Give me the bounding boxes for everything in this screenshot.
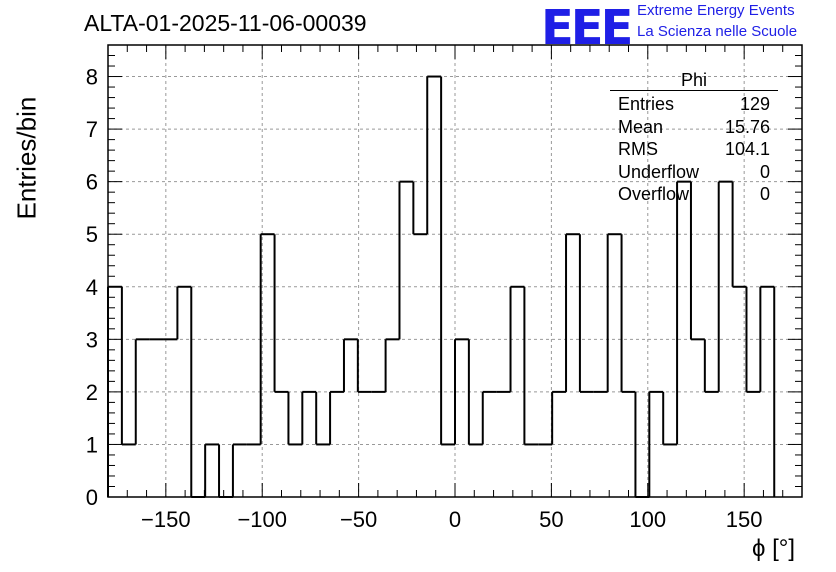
x-tick-label: −50: [340, 507, 377, 532]
stats-label: RMS: [618, 139, 658, 159]
stats-value: 104.1: [724, 139, 770, 159]
y-axis-label: Entries/bin: [11, 96, 42, 220]
y-tick-label: 6: [86, 170, 98, 195]
stats-label: Entries: [618, 94, 675, 114]
stats-title: Phi: [610, 70, 778, 91]
stats-value: 129: [739, 94, 770, 114]
stats-label: Overflow: [618, 184, 690, 204]
stats-value: 0: [759, 161, 770, 182]
x-tick-label: 50: [539, 507, 563, 532]
x-tick-label: 0: [449, 507, 461, 532]
logo-tagline-1: Extreme Energy Events: [637, 2, 795, 19]
x-tick-label: −100: [237, 507, 287, 532]
y-tick-label: 8: [86, 65, 98, 90]
stats-box: Phi Entries 129 Mean 15.76 RMS 104.1 Und…: [610, 70, 778, 206]
stats-row-entries: Entries 129: [610, 93, 778, 116]
logo-tagline-2: La Scienza nelle Scuole: [637, 23, 798, 40]
stats-row-overflow: Overflow 0: [610, 183, 778, 206]
y-tick-label: 7: [86, 117, 98, 142]
stats-label: Mean: [618, 116, 664, 137]
x-tick-label: 100: [629, 507, 666, 532]
y-axis-label-box: Entries/bin: [5, 97, 42, 220]
y-tick-label: 0: [86, 485, 98, 510]
stats-row-mean: Mean 15.76: [610, 116, 778, 139]
x-tick-label: 150: [726, 507, 763, 532]
x-axis-label: ϕ [°]: [752, 535, 796, 562]
y-tick-label: 4: [86, 275, 98, 300]
y-tick-label: 1: [86, 432, 98, 457]
stats-label: Underflow: [618, 161, 700, 182]
y-tick-label: 3: [86, 327, 98, 352]
stats-value: 0: [759, 184, 770, 204]
y-tick-label: 5: [86, 222, 98, 247]
stats-row-rms: RMS 104.1: [610, 138, 778, 161]
eee-logo: EEE: [541, 0, 633, 56]
y-tick-label: 2: [86, 380, 98, 405]
x-tick-label: −150: [141, 507, 191, 532]
stats-value: 15.76: [724, 116, 770, 137]
chart-title: ALTA-01-2025-11-06-00039: [84, 10, 367, 36]
stats-row-underflow: Underflow 0: [610, 161, 778, 184]
